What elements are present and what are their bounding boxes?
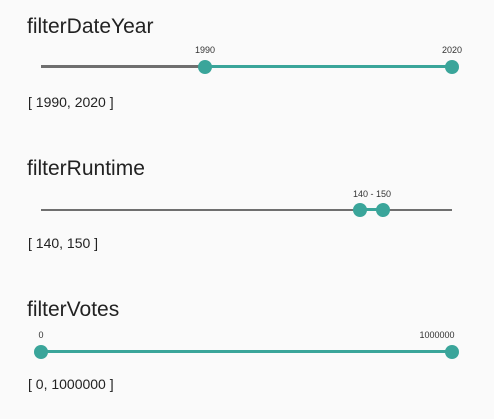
slider-thumb-high[interactable] xyxy=(376,203,390,217)
slider-thumb-low[interactable]: 1990 xyxy=(195,46,215,74)
thumb-value-label: 140 - 150 xyxy=(352,189,392,199)
slider-thumb-low[interactable]: 0 xyxy=(34,331,48,359)
slider-selected-range xyxy=(360,208,383,211)
slider-selected-range xyxy=(205,65,452,68)
thumb-value-label: 1990 xyxy=(194,45,216,55)
slider-rail[interactable] xyxy=(41,209,452,211)
filter-title: filterDateYear xyxy=(27,15,154,38)
slider-thumb-low[interactable] xyxy=(353,203,367,217)
range-value-text: [ 1990, 2020 ] xyxy=(28,94,114,110)
slider-thumb-high[interactable]: 1000000 xyxy=(419,331,459,359)
range-value-text: [ 0, 1000000 ] xyxy=(28,376,114,392)
votes-range-slider[interactable]: 0 1000000 xyxy=(34,331,459,364)
thumb-value-label: 1000000 xyxy=(419,330,455,340)
thumb-value-label: 0 xyxy=(38,330,44,340)
slider-thumb-high[interactable]: 2020 xyxy=(442,46,462,74)
filter-title: filterRuntime xyxy=(27,157,145,180)
filter-title: filterVotes xyxy=(27,298,120,321)
date-year-range-slider[interactable]: 1990 2020 xyxy=(41,46,462,79)
range-value-text: [ 140, 150 ] xyxy=(28,235,99,251)
thumb-value-label: 2020 xyxy=(441,45,463,55)
slider-selected-range xyxy=(41,350,452,353)
runtime-range-slider[interactable]: 140 - 150 xyxy=(41,190,452,222)
